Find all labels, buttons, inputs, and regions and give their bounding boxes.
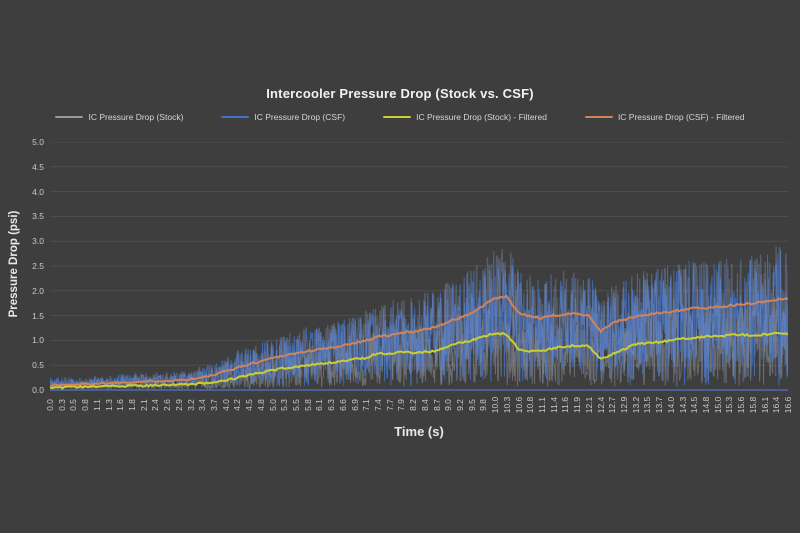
x-tick-label: 12.9 (619, 396, 629, 414)
y-tick-label: 4.5 (32, 161, 44, 172)
x-tick-label: 10.8 (525, 396, 536, 414)
x-tick-label: 0.8 (80, 399, 91, 411)
x-tick-label: 4.0 (220, 399, 231, 411)
legend-line-icon (383, 116, 412, 118)
legend-line-icon (221, 116, 250, 118)
x-tick-label: 6.1 (314, 399, 325, 411)
legend-label: IC Pressure Drop (CSF) (254, 112, 346, 122)
legend-label: IC Pressure Drop (Stock) - Filtered (416, 112, 547, 122)
chart-legend: IC Pressure Drop (Stock) IC Pressure Drop… (0, 112, 800, 122)
x-tick-label: 0.3 (56, 399, 67, 411)
x-tick-label: 9.2 (455, 399, 465, 411)
x-tick-label: 11.1 (537, 397, 547, 413)
x-tick-label: 7.9 (396, 399, 407, 411)
x-tick-label: 1.8 (127, 399, 137, 411)
y-tick-label: 2.0 (32, 285, 44, 296)
x-tick-label: 16.4 (771, 396, 782, 414)
x-tick-label: 1.6 (115, 399, 126, 411)
x-tick-label: 9.5 (466, 399, 477, 411)
x-tick-label: 2.4 (150, 399, 161, 411)
y-tick-label: 1.5 (32, 310, 44, 321)
x-tick-label: 2.1 (138, 399, 149, 411)
x-tick-label: 8.2 (408, 399, 419, 411)
x-tick-label: 14.8 (701, 396, 711, 414)
legend-label: IC Pressure Drop (Stock) (88, 112, 184, 122)
x-tick-label: 6.6 (337, 399, 348, 411)
x-tick-label: 12.1 (583, 396, 594, 414)
x-tick-label: 8.4 (419, 399, 430, 411)
x-tick-label: 9.0 (443, 399, 454, 411)
x-tick-label: 5.3 (279, 399, 290, 411)
x-tick-label: 14.5 (689, 396, 700, 414)
x-tick-label: 16.1 (759, 396, 770, 414)
x-tick-label: 14.0 (665, 396, 676, 414)
y-tick-label: 0.0 (32, 385, 44, 395)
y-tick-label: 5.0 (32, 137, 44, 147)
x-tick-label: 15.8 (747, 396, 758, 414)
x-tick-label: 12.4 (595, 396, 606, 414)
y-tick-label: 4.0 (32, 186, 44, 197)
x-tick-label: 10.0 (490, 396, 501, 414)
y-tick-label: 0.5 (32, 360, 44, 371)
x-tick-label: 3.2 (185, 399, 196, 411)
x-tick-label: 2.6 (162, 399, 173, 411)
x-tick-label: 16.6 (783, 396, 793, 414)
x-tick-label: 4.5 (244, 399, 255, 411)
x-tick-label: 14.3 (677, 396, 688, 414)
x-tick-label: 6.3 (326, 399, 337, 411)
x-tick-label: 15.0 (712, 396, 723, 414)
x-tick-label: 15.3 (724, 396, 735, 414)
x-tick-label: 5.8 (302, 399, 313, 411)
x-tick-label: 0.5 (68, 399, 79, 411)
legend-item-ic-pressure-drop-stock: IC Pressure Drop (Stock) (55, 112, 183, 122)
x-tick-label: 2.9 (173, 399, 184, 411)
x-tick-label: 9.8 (478, 399, 489, 411)
x-tick-label: 11.4 (548, 397, 559, 413)
x-tick-label: 7.4 (373, 399, 383, 411)
legend-line-icon (584, 116, 613, 118)
y-tick-label: 3.0 (32, 236, 44, 247)
chart-title: Intercooler Pressure Drop (Stock vs. CSF… (266, 86, 534, 101)
x-tick-label: 6.9 (349, 399, 360, 411)
x-axis-title: Time (s) (394, 424, 444, 439)
x-tick-label: 5.5 (291, 399, 301, 411)
series-ic-pressure-drop-csf-filtered (50, 294, 788, 387)
x-tick-label: 8.7 (431, 399, 442, 411)
x-tick-label: 11.9 (572, 397, 583, 413)
x-tick-label: 1.1 (91, 399, 102, 411)
x-tick-label: 4.2 (232, 399, 243, 411)
x-tick-label: 13.2 (630, 396, 641, 414)
x-tick-label: 3.7 (209, 399, 219, 411)
x-tick-label: 13.5 (642, 396, 653, 414)
x-tick-label: 4.8 (255, 399, 266, 411)
x-tick-label: 1.3 (103, 399, 114, 411)
x-tick-label: 5.0 (267, 399, 278, 411)
x-tick-label: 7.1 (361, 399, 372, 411)
y-tick-label: 2.5 (32, 261, 44, 271)
x-tick-label: 11.6 (560, 397, 571, 413)
legend-item-ic-pressure-drop-csf-filtered: IC Pressure Drop (CSF) - Filtered (584, 112, 745, 122)
x-tick-label: 10.3 (501, 396, 512, 414)
series-ic-pressure-drop-stock-filtered (50, 331, 788, 390)
legend-line-icon (55, 116, 84, 118)
x-tick-label: 12.7 (607, 396, 618, 414)
legend-item-ic-pressure-drop-stock-filtered: IC Pressure Drop (Stock) - Filtered (383, 112, 547, 122)
plot-area (50, 142, 788, 391)
x-tick-label: 3.4 (197, 399, 208, 411)
legend-label: IC Pressure Drop (CSF) - Filtered (617, 112, 745, 122)
x-tick-label: 7.7 (384, 399, 395, 411)
x-tick-label: 13.7 (654, 396, 665, 414)
y-tick-label: 1.0 (32, 335, 44, 346)
x-tick-label: 10.6 (513, 396, 524, 414)
legend-item-ic-pressure-drop-csf: IC Pressure Drop (CSF) (221, 112, 345, 122)
y-tick-label: 3.5 (32, 211, 44, 222)
x-tick-label: 0.0 (45, 399, 55, 411)
x-tick-label: 15.6 (736, 396, 747, 414)
